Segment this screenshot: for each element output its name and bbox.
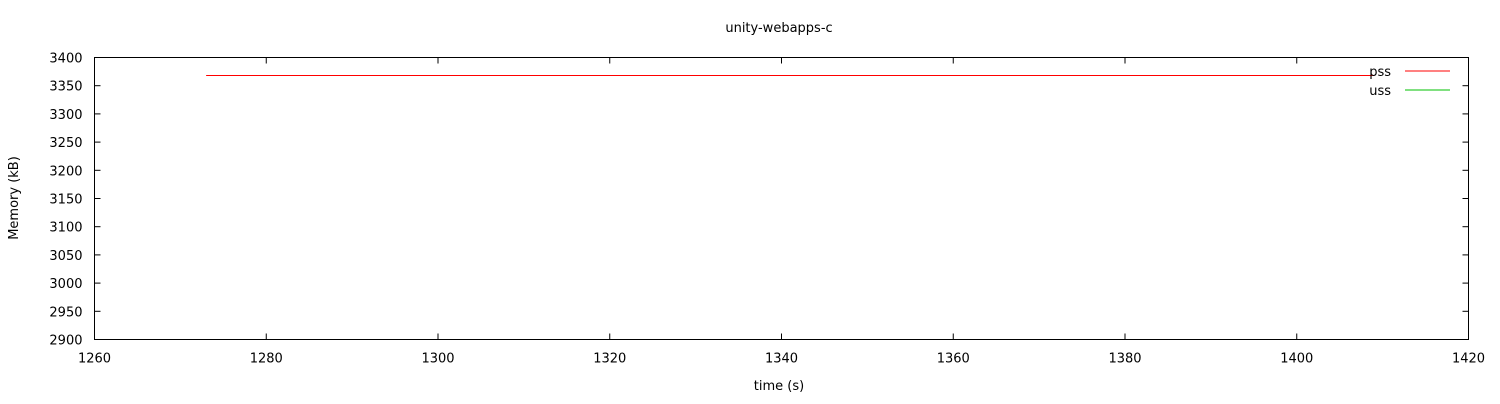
x-tick-label: 1360 — [937, 352, 970, 367]
x-tick-label: 1280 — [250, 352, 283, 367]
x-tick-label: 1320 — [593, 352, 626, 367]
x-tick-label: 1380 — [1108, 352, 1141, 367]
x-tick-label: 1400 — [1280, 352, 1313, 367]
y-axis-label: Memory (kB) — [7, 156, 22, 240]
y-tick-label: 2950 — [49, 305, 82, 320]
x-axis-label: time (s) — [754, 379, 804, 394]
y-tick-label: 3000 — [49, 277, 82, 292]
x-tick-label: 1260 — [78, 352, 111, 367]
legend-label-pss: pss — [1369, 65, 1391, 80]
y-tick-label: 3300 — [49, 108, 82, 123]
x-tick-label: 1340 — [765, 352, 798, 367]
legend: pss uss — [1369, 65, 1450, 99]
y-tick-label: 3400 — [49, 52, 82, 67]
y-tick-label: 3200 — [49, 164, 82, 179]
x-tick-label: 1420 — [1452, 352, 1485, 367]
y-tick-label: 2900 — [49, 334, 82, 349]
y-tick-label: 3050 — [49, 249, 82, 264]
y-tick-label: 3100 — [49, 221, 82, 236]
plot-frame — [94, 57, 1469, 340]
y-tick-label: 3350 — [49, 80, 82, 95]
legend-label-uss: uss — [1369, 84, 1391, 99]
y-tick-label: 3150 — [49, 193, 82, 208]
x-tick-label: 1300 — [421, 352, 454, 367]
y-tick-label: 3250 — [49, 136, 82, 151]
chart-title: unity-webapps-c — [725, 21, 832, 36]
